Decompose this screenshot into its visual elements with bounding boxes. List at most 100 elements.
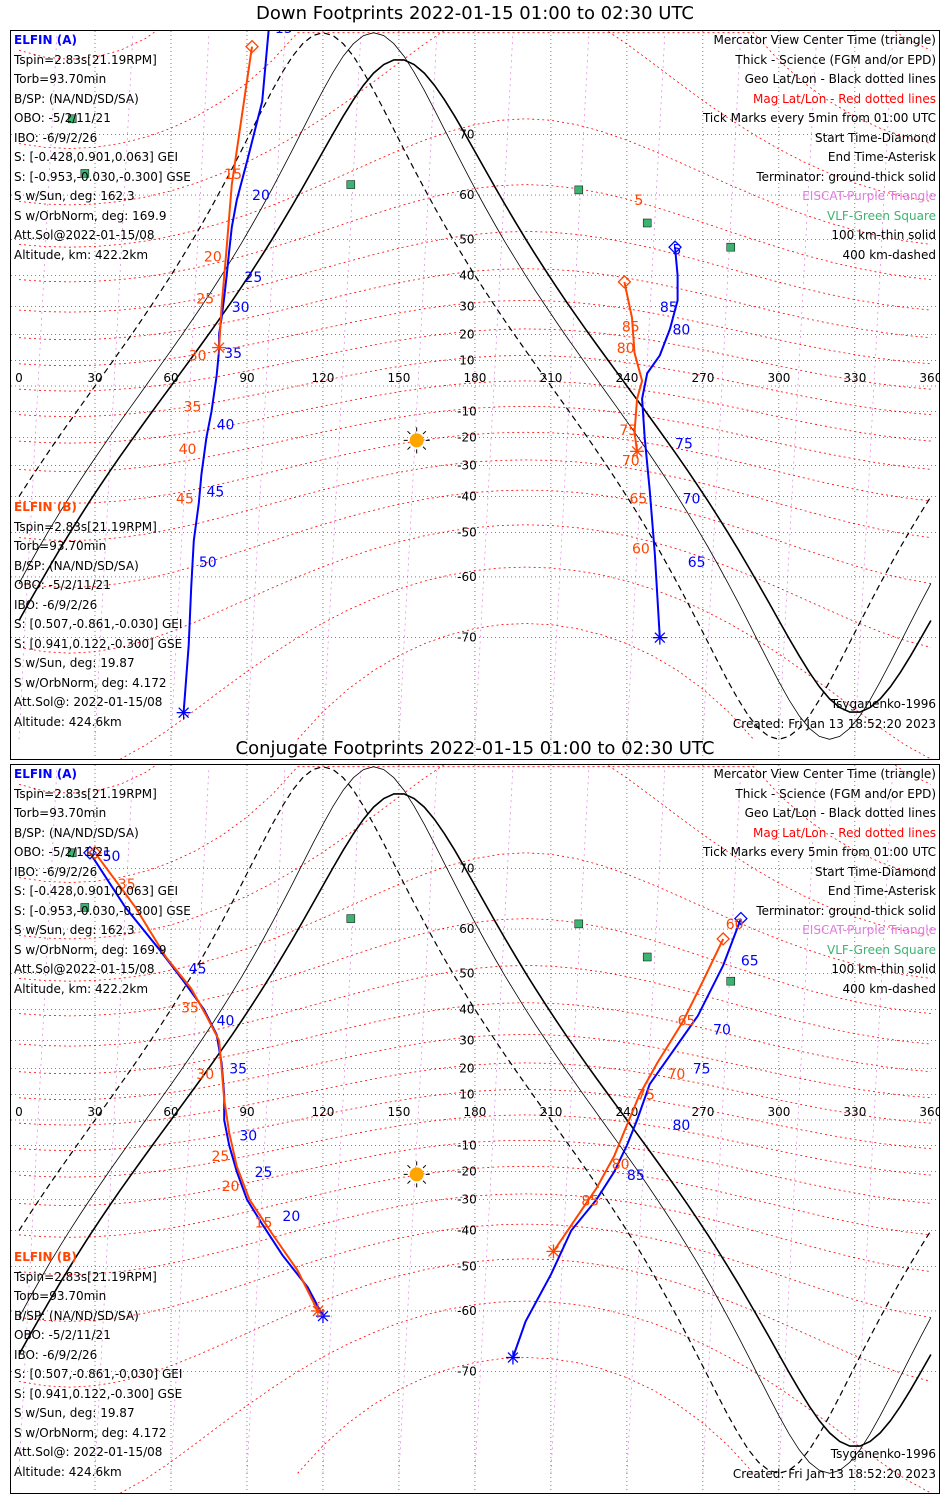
mag-lon-line [702,766,742,1474]
lat-tick-label: -50 [457,1260,477,1274]
model-label: Tsyganenko-1996 [830,1447,936,1461]
lat-tick-label: -70 [457,631,477,645]
lon-tick-label: 240 [615,371,638,385]
mag-grid-line [297,623,754,740]
info-line: S: [0.941,0.122,-0.300] GSE [14,636,183,651]
sun-icon [409,1167,424,1182]
lon-tick-label: 300 [767,1105,790,1119]
info-line: Att.Sol@: 2022-01-15/08 [14,695,163,709]
info-line: S: [-0.953,-0.030,-0.300] GSE [14,903,191,918]
legend-item: Start Time-Diamond [814,864,936,879]
info-line: S: [-0.953,-0.030,-0.300] GSE [14,169,191,184]
info-line: Torb=93.70min [14,1289,107,1303]
legend-item: Mag Lat/Lon - Red dotted lines [752,91,936,106]
sun-ray [422,1164,427,1169]
mag-lon-line [702,32,742,740]
lat-tick-label: 20 [459,1061,474,1075]
time-tick-label: 35 [224,346,242,362]
lat-tick-label: -30 [457,1193,477,1207]
start-diamond-marker [83,845,97,860]
time-tick-label: 45 [176,491,194,507]
time-tick-label: 70 [667,1067,685,1083]
time-tick-label: 85 [581,1194,599,1210]
time-tick-label: 40 [179,442,197,458]
info-line: Tspin=2.83s[21.19RPM] [14,519,157,534]
info-line: Tspin=2.83s[21.19RPM] [14,786,157,801]
legend-item: 400 km-dashed [842,247,936,262]
time-tick-label: 15 [224,167,242,183]
mag-lon-line [18,32,58,740]
mag-grid-line [18,1114,931,1178]
vlf-site-marker [726,242,736,252]
sun-ray [422,1180,427,1184]
vlf-site-marker [346,914,356,923]
info-line: IBO: -6/9/2/26 [14,864,98,879]
sc-a-info: ELFIN (A) Tspin=2.83s[21.19RPM] Torb=93.… [14,31,191,265]
legend-item: Mercator View Center Time (triangle) [713,33,936,47]
time-tick-label: 65 [629,491,647,507]
vlf-site-marker [346,180,356,189]
mag-grid-line [18,380,931,444]
mag-lon-line [550,766,590,1474]
lon-tick-label: 150 [387,1105,410,1119]
info-line: Att.Sol@2022-01-15/08 [14,962,155,976]
lat-tick-label: -10 [457,404,477,418]
time-tick-label: 65 [688,555,706,571]
time-tick-label: 20 [222,1179,240,1195]
time-tick-label: 80 [673,1118,691,1134]
mag-lon-line [170,32,210,740]
end-asterisk-marker [178,707,190,719]
panel-title: Down Footprints 2022-01-15 01:00 to 02:3… [256,3,694,24]
legend-item: Start Time-Diamond [814,130,936,145]
info-line: IBO: -6/9/2/26 [14,1347,98,1362]
start-diamond-marker [668,240,682,255]
time-tick-label: 25 [212,1149,230,1165]
map-layer: 0 30 60 90 120 150 180 210 240 270 300 330 360 70 60 50… [11,31,939,759]
mag-grid-line [18,32,931,149]
legend-item: 400 km-dashed [842,981,936,996]
lon-tick-label: 210 [539,1105,562,1119]
lat-tick-label: 10 [459,1088,474,1102]
mag-grid-line [18,328,931,392]
lon-tick-label: 90 [239,1105,254,1119]
vlf-site-marker [67,114,77,124]
info-line: Torb=93.70min [14,72,107,86]
panel-title: Conjugate Footprints 2022-01-15 01:00 to… [235,738,715,759]
info-line: S w/OrbNorm, deg: 169.9 [14,942,167,957]
info-line: S: [0.941,0.122,-0.300] GSE [14,1386,183,1401]
start-diamond-marker [716,931,731,946]
info-line: OBO: -5/2/11/21 [14,578,111,592]
mag-grid-line [18,405,931,473]
map-frame: 0 30 60 90 120 150 180 210 240 270 300 330 360 70 60 50… [10,764,940,1494]
mag-lon-line [778,766,818,1474]
mag-lon-line [626,766,666,1474]
lat-tick-label: 60 [459,188,474,202]
info-line: IBO: -6/9/2/26 [14,597,98,612]
start-diamond-marker [245,39,259,54]
mag-grid-line [18,354,931,418]
time-tick-label: 25 [196,291,214,307]
time-tick-label: 70 [683,491,701,507]
end-asterisk-marker [507,1352,519,1363]
footprint-track [94,852,319,1312]
mag-grid-line [297,1357,754,1474]
mag-grid-line [18,1062,931,1126]
info-line: S w/Sun, deg: 162.3 [14,189,135,203]
legend: Mercator View Center Time (triangle) Thi… [703,765,936,999]
info-line: Att.Sol@2022-01-15/08 [14,228,155,242]
time-tick-label: 30 [239,1128,257,1144]
sun-ray [422,446,427,450]
end-asterisk-marker [312,1305,324,1317]
model-label: Tsyganenko-1996 [830,697,936,711]
legend-item: Terminator: ground-thick solid [756,169,936,184]
lon-tick-label: 270 [691,1105,714,1119]
time-tick-label: 70 [713,1022,731,1038]
info-line: Altitude: 424.6km [14,1464,122,1479]
info-line: Torb=93.70min [14,539,107,553]
info-line: S: [0.507,-0.861,-0.030] GEI [14,1367,183,1381]
lon-tick-label: 90 [239,371,254,385]
legend-item: VLF-Green Square [827,208,936,223]
mag-grid-line [18,299,931,367]
map-plot: 0 30 60 90 120 150 180 210 240 270 300 330 360 70 60 50… [11,31,939,759]
time-tick-label: 60 [726,917,744,933]
